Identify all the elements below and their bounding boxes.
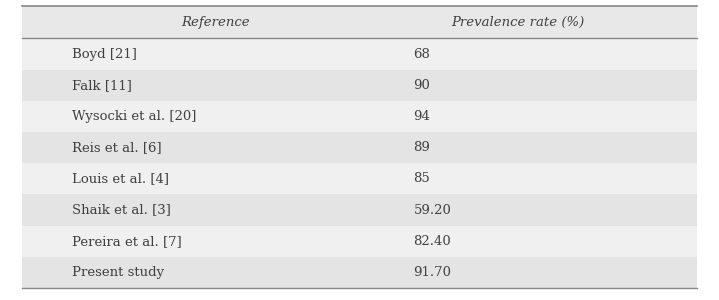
Text: 68: 68 <box>413 47 430 61</box>
Text: 82.40: 82.40 <box>413 235 452 248</box>
Text: Shaik et al. [3]: Shaik et al. [3] <box>72 203 171 217</box>
Text: 89: 89 <box>413 141 430 154</box>
Bar <box>22 70 697 101</box>
Text: Present study: Present study <box>72 266 164 279</box>
Bar <box>22 38 697 70</box>
Bar <box>22 257 697 288</box>
Text: 90: 90 <box>413 79 430 92</box>
Text: 91.70: 91.70 <box>413 266 452 279</box>
Bar <box>22 226 697 257</box>
Text: 85: 85 <box>413 172 430 185</box>
Bar <box>22 101 697 132</box>
Text: Louis et al. [4]: Louis et al. [4] <box>72 172 169 185</box>
Text: Wysocki et al. [20]: Wysocki et al. [20] <box>72 110 196 123</box>
Bar <box>22 6 697 38</box>
Bar <box>22 163 697 194</box>
Text: Pereira et al. [7]: Pereira et al. [7] <box>72 235 182 248</box>
Text: 59.20: 59.20 <box>413 203 452 217</box>
Text: Reference: Reference <box>181 16 250 29</box>
Text: 94: 94 <box>413 110 430 123</box>
Text: Boyd [21]: Boyd [21] <box>72 47 137 61</box>
Text: Falk [11]: Falk [11] <box>72 79 132 92</box>
Text: Prevalence rate (%): Prevalence rate (%) <box>451 16 585 29</box>
Text: Reis et al. [6]: Reis et al. [6] <box>72 141 162 154</box>
Bar <box>22 132 697 163</box>
Bar <box>22 194 697 226</box>
